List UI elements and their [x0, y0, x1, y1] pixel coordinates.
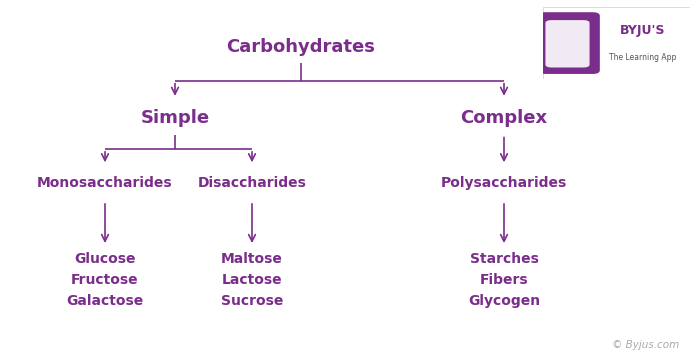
Text: Monosaccharides: Monosaccharides [37, 176, 173, 190]
Text: BYJU'S: BYJU'S [620, 24, 665, 37]
Text: Complex: Complex [461, 109, 547, 127]
Text: Maltose
Lactose
Sucrose: Maltose Lactose Sucrose [220, 252, 284, 308]
Text: Carbohydrates: Carbohydrates [227, 38, 375, 56]
Text: Glucose
Fructose
Galactose: Glucose Fructose Galactose [66, 252, 144, 308]
Text: © Byjus.com: © Byjus.com [612, 340, 679, 350]
FancyBboxPatch shape [538, 12, 600, 74]
FancyBboxPatch shape [545, 20, 589, 67]
Text: The Learning App: The Learning App [609, 53, 676, 62]
Text: Simple: Simple [141, 109, 209, 127]
Text: Starches
Fibers
Glycogen: Starches Fibers Glycogen [468, 252, 540, 308]
Text: Disaccharides: Disaccharides [197, 176, 307, 190]
Text: Polysaccharides: Polysaccharides [441, 176, 567, 190]
